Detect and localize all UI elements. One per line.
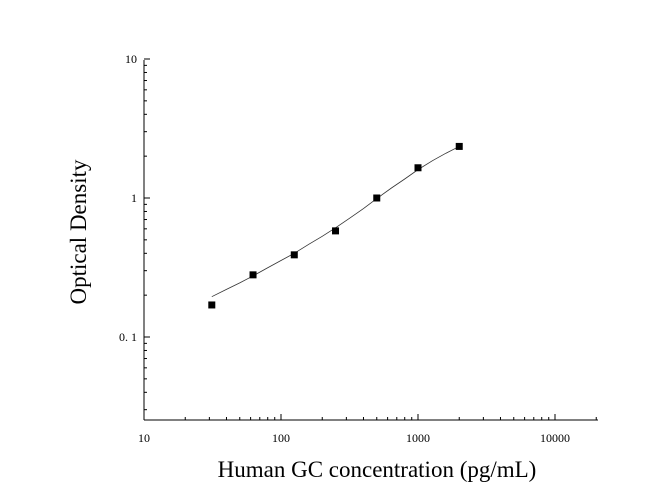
data-point — [249, 271, 257, 279]
data-points — [208, 142, 463, 309]
data-point — [414, 164, 422, 172]
x-tick-label: 1000 — [406, 431, 430, 445]
x-tick-label: 100 — [272, 431, 290, 445]
data-point — [332, 227, 340, 235]
data-point — [455, 142, 463, 150]
y-tick-label: 0. 1 — [119, 330, 137, 344]
y-tick-label: 1 — [131, 191, 137, 205]
fit-curve — [211, 146, 460, 298]
y-tick-label: 10 — [125, 52, 137, 66]
data-point — [290, 251, 298, 259]
x-tick-label: 10 — [138, 431, 150, 445]
axes — [143, 60, 598, 421]
x-tick-label: 10000 — [540, 431, 570, 445]
x-ticks: 10 100 1000 10000 — [138, 414, 597, 445]
data-point — [373, 194, 381, 202]
data-point — [208, 301, 216, 309]
y-ticks: 0. 1 1 10 — [119, 52, 150, 411]
y-axis-title: Optical Density — [66, 159, 91, 304]
x-axis-title: Human GC concentration (pg/mL) — [218, 457, 537, 482]
